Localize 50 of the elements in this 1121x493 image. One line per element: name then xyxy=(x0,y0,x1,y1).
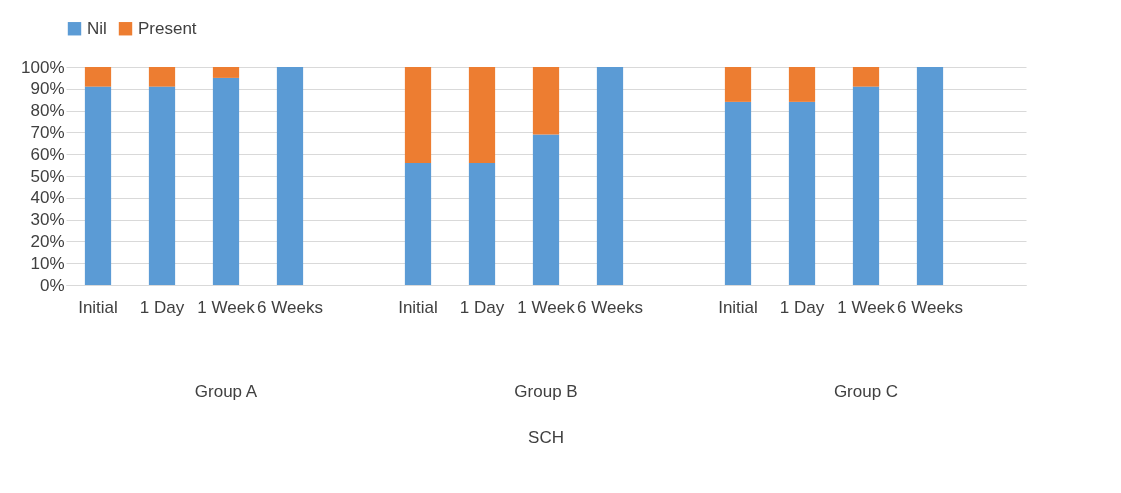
text: Group A xyxy=(194,382,258,401)
bar xyxy=(84,67,112,87)
x-tick-label: 1 Day xyxy=(779,297,825,317)
bar xyxy=(468,67,496,163)
y-tick-label: 70% xyxy=(30,122,65,142)
bar xyxy=(724,101,752,285)
y-tick-label: 20% xyxy=(30,231,65,251)
y-tick-label: 100% xyxy=(21,57,65,77)
y-tick-label: 10% xyxy=(30,253,65,273)
y-tick-label: 80% xyxy=(30,101,65,121)
y-tick-label: 30% xyxy=(30,210,65,230)
x-tick-label: 1 Day xyxy=(139,297,185,317)
bar xyxy=(212,67,240,78)
legend-label: Nil xyxy=(87,18,107,38)
legend-label: Present xyxy=(138,18,197,38)
bar xyxy=(788,67,816,102)
x-tick-label: 1 Day xyxy=(459,297,505,317)
bar xyxy=(84,86,112,285)
bar xyxy=(468,162,496,285)
bar xyxy=(916,67,944,285)
x-tick-label: Initial xyxy=(718,297,758,317)
x-tick-label: 6 Weeks xyxy=(897,297,963,317)
x-tick-label: 1 Week xyxy=(517,297,576,317)
bar xyxy=(148,86,176,285)
bar xyxy=(276,67,304,285)
text: Group C xyxy=(833,382,899,401)
x-tick-label: 1 Week xyxy=(197,297,256,317)
x-tick-label: Initial xyxy=(78,297,118,317)
bar xyxy=(852,67,880,87)
bar xyxy=(404,67,432,163)
bar xyxy=(532,134,560,285)
bar xyxy=(852,86,880,285)
y-tick-label: 50% xyxy=(30,166,65,186)
y-tick-label: 60% xyxy=(30,144,65,164)
bar xyxy=(788,101,816,285)
x-tick-label: 6 Weeks xyxy=(257,297,323,317)
bar xyxy=(532,67,560,135)
text: SCH xyxy=(528,428,564,447)
x-tick-label: 1 Week xyxy=(837,297,896,317)
text: Group B xyxy=(514,382,578,401)
y-tick-label: 40% xyxy=(30,188,65,208)
bar xyxy=(724,67,752,102)
y-tick-label: 0% xyxy=(39,275,65,295)
x-tick-label: 6 Weeks xyxy=(577,297,643,317)
bar xyxy=(212,77,240,285)
bar xyxy=(404,162,432,285)
bar xyxy=(596,67,624,285)
y-tick-label: 90% xyxy=(30,79,65,99)
x-tick-label: Initial xyxy=(398,297,438,317)
bar xyxy=(148,67,176,87)
